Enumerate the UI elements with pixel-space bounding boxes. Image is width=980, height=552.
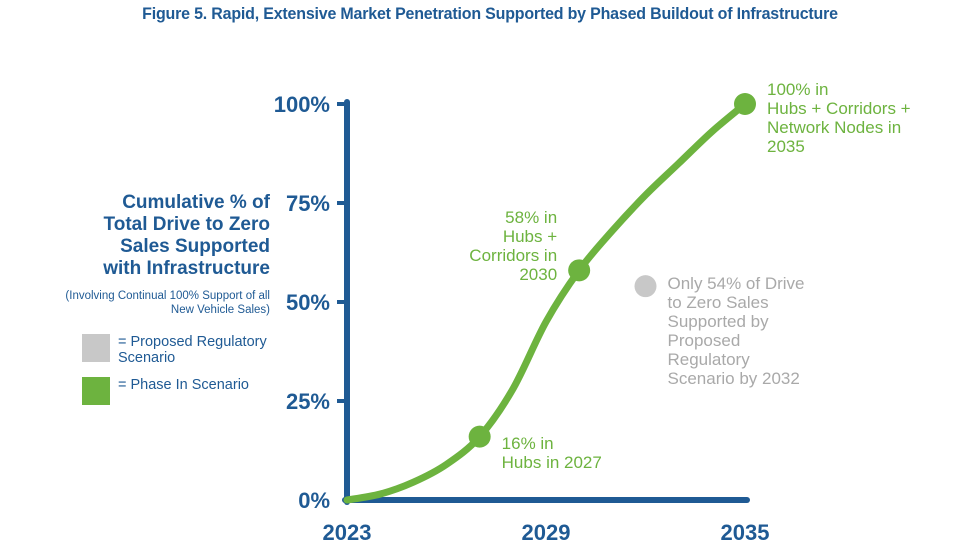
y-tick-label: 25%: [286, 389, 330, 414]
y-axis-label-line: Cumulative % of: [122, 192, 270, 213]
legend-swatch-regulatory: [82, 334, 110, 362]
y-axis-note: (Involving Continual 100% Support of all…: [65, 290, 270, 316]
y-axis-label: Cumulative % of Total Drive to Zero Sale…: [60, 192, 270, 280]
y-axis-label-line: Sales Supported: [120, 236, 270, 257]
phase-in-point: [568, 259, 591, 282]
y-tick-label: 50%: [286, 290, 330, 315]
phase-in-annotation: 58% in Hubs + Corridors in 2030: [469, 208, 557, 284]
x-tick-label: 2029: [522, 520, 571, 545]
phase-in-annotation: 100% in Hubs + Corridors + Network Nodes i…: [767, 80, 911, 156]
legend-item-phase-in: = Phase In Scenario: [82, 377, 268, 405]
legend-swatch-phase-in: [82, 377, 110, 405]
legend-label-regulatory: = Proposed Regulatory Scenario: [118, 334, 267, 366]
legend-label-phase-in: = Phase In Scenario: [118, 377, 249, 393]
y-tick-label: 75%: [286, 191, 330, 216]
y-tick-label: 100%: [274, 92, 330, 117]
legend-item-regulatory: = Proposed Regulatory Scenario: [82, 334, 268, 366]
y-axis-label-line: Total Drive to Zero: [103, 214, 270, 235]
phase-in-annotation: 16% in Hubs in 2027: [502, 434, 602, 472]
phase-in-point: [734, 93, 756, 115]
regulatory-point: [634, 275, 657, 298]
regulatory-annotation: Only 54% of Drive to Zero Sales Supported …: [668, 274, 805, 388]
phase-in-series-line: [343, 100, 749, 504]
y-tick-label: 0%: [298, 488, 330, 513]
y-axis-label-line: with Infrastructure: [103, 258, 270, 279]
phase-in-point: [468, 425, 491, 448]
figure-title: Figure 5. Rapid, Extensive Market Penetr…: [142, 4, 838, 23]
x-tick-label: 2023: [323, 520, 372, 545]
x-tick-label: 2035: [721, 520, 770, 545]
